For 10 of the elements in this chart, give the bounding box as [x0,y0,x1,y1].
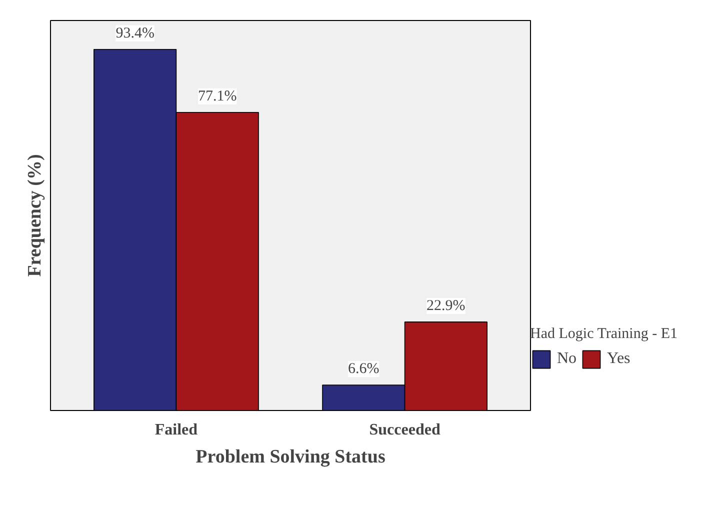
data-label: 77.1% [198,88,237,104]
y-axis-title: Frequency (%) [24,154,46,277]
data-label: 22.9% [426,298,466,314]
legend-label: Yes [607,350,630,368]
x-tick-label: Succeeded [369,422,440,438]
x-tick-label: Failed [154,422,198,438]
legend-label: No [557,350,577,368]
x-axis-title: Problem Solving Status [196,446,386,468]
data-label: 93.4% [116,25,154,42]
data-label: 6.6% [348,360,380,377]
